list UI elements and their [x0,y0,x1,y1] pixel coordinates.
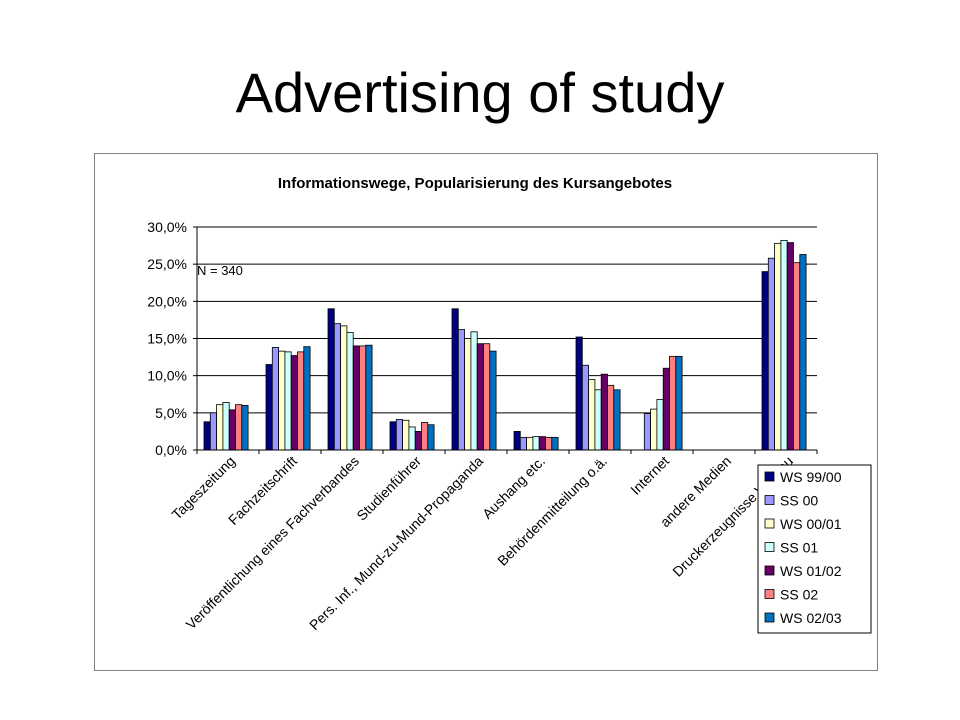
legend-swatch [764,612,775,623]
bar-ws-00-01-9 [774,242,782,451]
bar-ws-02-03-9 [799,254,807,451]
bar-ws-00-01-5 [526,436,534,451]
sample-size-annotation: N = 340 [197,263,243,278]
bar-ws-00-01-1 [278,350,286,451]
y-tick-label: 15,0% [147,331,187,347]
bar-ss-02-2 [359,345,367,451]
bar-ss-01-6 [594,389,602,451]
bar-ss-01-7 [656,399,664,451]
bar-ws-01-02-0 [228,409,236,451]
bar-ws-99-00-1 [265,364,273,451]
bar-ws-00-01-7 [650,408,658,451]
y-tick-label: 10,0% [147,368,187,384]
bar-ws-99-00-3 [389,421,397,451]
bar-ws-02-03-6 [613,389,621,451]
bar-ws-01-02-6 [600,373,608,451]
bar-ss-02-9 [793,262,801,451]
bar-chart: Informationswege, Popularisierung des Ku… [147,175,872,634]
legend-box [757,464,872,634]
legend-label: WS 00/01 [780,516,842,532]
legend-label: SS 02 [780,587,818,603]
bar-ss-00-7 [643,413,651,451]
bar-ws-02-03-7 [675,355,683,451]
legend-swatch [764,518,775,529]
chart-frame: Informationswege, Popularisierung des Ku… [94,153,878,671]
x-tick-label: Tageszeitung [168,453,238,523]
bar-ss-01-1 [284,351,292,451]
legend-label: SS 01 [780,540,818,556]
y-tick-label: 25,0% [147,256,187,272]
bar-ws-02-03-1 [303,346,311,451]
chart-title: Informationswege, Popularisierung des Ku… [278,175,672,192]
bar-ss-00-2 [333,323,342,451]
bar-ws-99-00-5 [513,431,521,451]
slide-title: Advertising of study [235,61,725,124]
bar-ws-01-02-2 [352,345,360,451]
bars [203,239,807,451]
bar-ws-00-01-3 [402,419,410,451]
bar-ss-02-0 [235,404,243,451]
bar-ss-00-9 [767,257,775,451]
bar-ws-02-03-4 [489,350,497,451]
bar-ws-01-02-4 [476,343,484,451]
bar-ws-02-03-0 [241,404,249,451]
bar-ss-02-4 [483,343,491,451]
bar-ss-01-9 [780,239,788,451]
bar-ss-00-1 [271,347,280,451]
bar-ss-01-2 [346,332,354,451]
bar-ss-02-6 [607,384,615,451]
bar-ss-02-1 [297,351,305,451]
bar-ws-01-02-9 [786,242,794,451]
bar-ws-99-00-2 [327,308,335,451]
bar-ss-01-5 [532,436,540,451]
legend-label: WS 02/03 [780,610,842,626]
x-tick-label: Aushang etc. [479,453,548,522]
bar-ws-00-01-6 [588,378,596,451]
bar-ws-00-01-0 [216,404,224,451]
bar-ws-00-01-4 [464,338,472,451]
bar-ss-01-4 [470,331,478,451]
x-tick-labels: TageszeitungFachzeitschriftVeröffentlich… [168,450,818,633]
legend-label: SS 00 [780,493,818,509]
legend-swatch [764,589,775,599]
bar-ws-02-03-5 [551,436,559,451]
bar-ss-01-0 [222,402,230,451]
bar-ws-02-03-2 [365,344,373,451]
bar-ws-01-02-5 [538,436,546,451]
y-tick-label: 5,0% [155,405,187,421]
bar-ws-01-02-7 [662,367,670,451]
bar-ss-02-7 [669,355,677,451]
y-tick-label: 20,0% [147,293,187,309]
bar-ss-00-0 [209,412,218,451]
legend-swatch [764,565,775,576]
y-tick-labels: 0,0% 5,0% 10,0% 15,0% 20,0% 25,0% 30,0% [147,219,197,458]
bar-ws-01-02-1 [290,355,298,451]
bar-ss-02-5 [545,436,553,451]
legend-swatch [764,471,775,482]
legend-swatch [764,542,775,552]
bar-ss-00-5 [519,436,527,451]
legend-label: WS 01/02 [780,563,842,579]
y-tick-label: 0,0% [155,442,187,458]
bar-ws-02-03-3 [427,424,435,451]
legend-label: WS 99/00 [780,469,842,485]
bar-ss-00-3 [395,419,403,451]
bar-ws-99-00-4 [451,308,459,451]
legend-swatch [764,495,775,505]
bar-ws-99-00-9 [761,271,769,451]
legend: WS 99/00 SS 00 WS 00/01 SS 01 WS 01/02 SS 02 W… [757,464,872,634]
x-tick-label: Behördenmitteilung o.ä. [494,453,610,569]
bar-ws-99-00-0 [203,421,211,451]
bar-ws-00-01-2 [340,325,348,451]
y-tick-label: 30,0% [147,219,187,235]
bar-ws-99-00-6 [575,336,583,451]
bar-ss-01-3 [408,426,416,451]
x-tick-label: Internet [627,453,672,498]
bar-ss-00-4 [457,329,465,451]
bar-ss-00-6 [581,364,589,451]
bar-ss-02-3 [421,422,429,451]
bar-ws-01-02-3 [414,431,422,451]
